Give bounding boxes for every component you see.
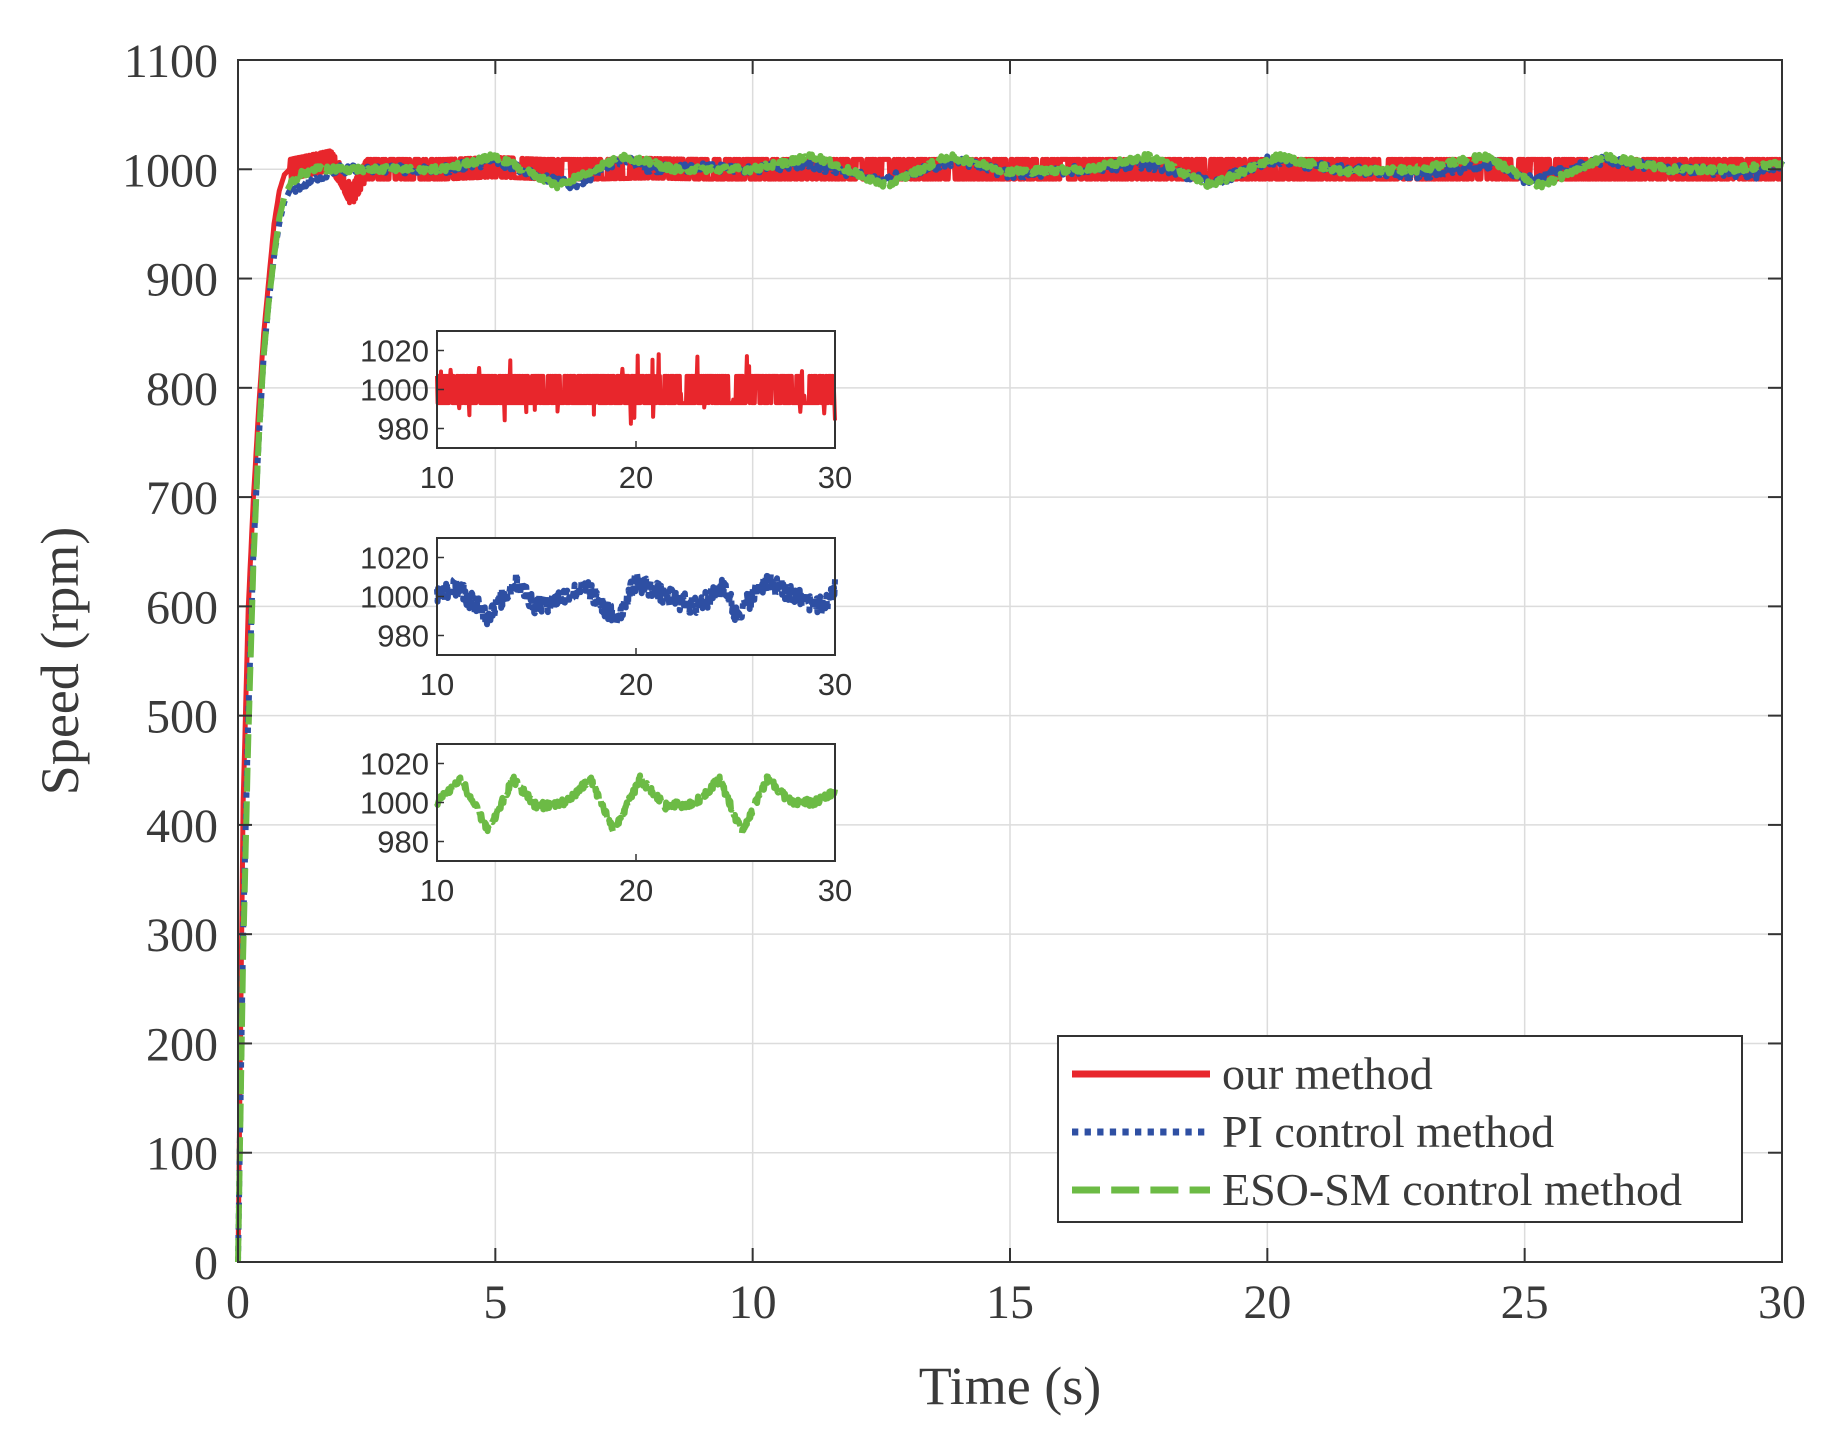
inset-y-tick-label: 980	[377, 412, 429, 447]
y-tick-label: 0	[194, 1237, 218, 1290]
x-tick-label: 0	[226, 1276, 250, 1329]
inset-y-tick-label: 1020	[360, 334, 429, 369]
inset-x-tick-label: 10	[420, 460, 454, 495]
y-axis-label: Speed (rpm)	[30, 527, 90, 795]
legend: our method PI control method ESO-SM contro…	[1057, 1035, 1743, 1223]
main-ticks: 0 5 10 15 20 25 300100200300400500600700800900…	[122, 35, 1806, 1329]
legend-label-pi-control-method: PI control method	[1222, 1106, 1554, 1157]
inset-y-tick-label: 1000	[360, 373, 429, 408]
y-tick-label: 300	[146, 909, 218, 962]
inset-x-tick-label: 30	[818, 873, 852, 908]
inset-x-tick-label: 10	[420, 667, 454, 702]
inset-y-tick-label: 980	[377, 825, 429, 860]
y-tick-label: 600	[146, 581, 218, 634]
inset-background	[437, 744, 835, 861]
inset-y-tick-label: 1000	[360, 786, 429, 821]
y-tick-label: 200	[146, 1018, 218, 1071]
x-axis-label: Time (s)	[919, 1356, 1102, 1416]
inset-x-tick-label: 30	[818, 667, 852, 702]
inset-series-line-eso-sm-control-method	[434, 772, 838, 838]
legend-label-eso-sm-control-method: ESO-SM control method	[1222, 1164, 1682, 1215]
y-tick-label: 500	[146, 691, 218, 744]
inset-series-line-our-method	[435, 352, 837, 426]
series-line-eso-sm-control-method	[235, 150, 1785, 1263]
inset-y-tick-label: 1020	[360, 541, 429, 576]
inset-y-tick-label: 1000	[360, 580, 429, 615]
x-tick-label: 30	[1758, 1276, 1806, 1329]
y-tick-label: 1100	[124, 35, 218, 88]
y-tick-label: 100	[146, 1128, 218, 1181]
x-tick-label: 5	[483, 1276, 507, 1329]
x-tick-label: 15	[986, 1276, 1034, 1329]
y-tick-label: 1000	[122, 144, 218, 197]
inset-x-tick-label: 20	[619, 460, 653, 495]
inset-x-tick-label: 10	[420, 873, 454, 908]
inset-y-tick-label: 1020	[360, 747, 429, 782]
legend-label-our-method: our method	[1222, 1048, 1433, 1099]
x-tick-label: 25	[1501, 1276, 1549, 1329]
inset-x-tick-label: 30	[818, 460, 852, 495]
x-tick-label: 20	[1243, 1276, 1291, 1329]
y-tick-label: 400	[146, 800, 218, 853]
y-tick-label: 900	[146, 254, 218, 307]
inset-x-tick-label: 20	[619, 873, 653, 908]
main-series	[235, 148, 1785, 1263]
inset-series-line-pi-control-method	[434, 569, 838, 628]
inset-x-tick-label: 20	[619, 667, 653, 702]
inset-y-tick-label: 980	[377, 619, 429, 654]
y-tick-label: 800	[146, 363, 218, 416]
x-tick-label: 10	[729, 1276, 777, 1329]
y-tick-label: 700	[146, 472, 218, 525]
